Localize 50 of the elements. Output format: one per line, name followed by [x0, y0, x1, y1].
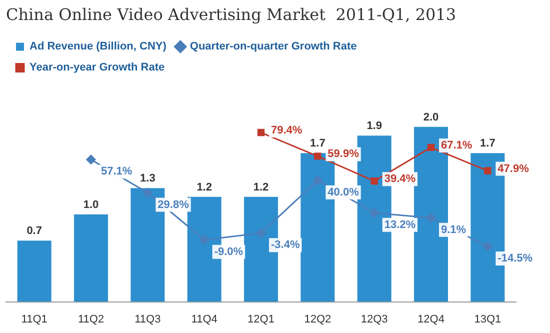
- data-label: 67.1%: [441, 139, 472, 152]
- point: [484, 167, 492, 174]
- point: [482, 242, 492, 252]
- data-label: 47.9%: [498, 162, 530, 175]
- data-label: 1.7: [480, 138, 496, 150]
- x-tick-label: 12Q3: [360, 313, 388, 326]
- legend-label: Ad Revenue (Billion, CNY): [30, 40, 167, 53]
- data-label: 2.0: [423, 111, 439, 124]
- legend-label: Year-on-year Growth Rate: [30, 62, 165, 74]
- point: [86, 154, 96, 164]
- point: [312, 176, 322, 186]
- data-label: 1.9: [366, 120, 382, 132]
- data-label: 59.9%: [328, 148, 360, 160]
- data-label: -9.0%: [214, 246, 244, 258]
- x-tick-label: 11Q1: [21, 313, 48, 326]
- point: [427, 144, 435, 152]
- data-label: 1.2: [196, 181, 212, 194]
- point: [200, 235, 210, 245]
- data-label: 1.2: [253, 181, 269, 194]
- point: [370, 208, 380, 218]
- data-label: 40.0%: [328, 186, 360, 198]
- data-label: 0.7: [26, 225, 42, 238]
- data-label: 39.4%: [384, 173, 416, 186]
- point: [314, 152, 322, 160]
- data-label: 79.4%: [271, 124, 302, 137]
- x-tick-label: 12Q2: [304, 313, 332, 326]
- data-label: 1.7: [310, 138, 326, 150]
- x-tick-label: 11Q4: [191, 313, 218, 326]
- point: [370, 178, 378, 185]
- bar: [74, 214, 108, 302]
- data-label: 57.1%: [101, 166, 132, 178]
- point: [142, 188, 152, 198]
- chart-title: China Online Video Advertising Market 2011-Q1, 2013: [6, 4, 456, 24]
- data-label: 13.2%: [384, 218, 416, 231]
- data-label: 1.3: [140, 172, 156, 185]
- legend-label: Quarter-on-quarter Growth Rate: [190, 40, 357, 53]
- x-tick-label: 11Q2: [78, 313, 104, 326]
- bar: [17, 240, 52, 302]
- point: [426, 213, 436, 223]
- data-label: 29.8%: [158, 198, 190, 211]
- point: [256, 228, 266, 238]
- x-tick-label: 11Q3: [134, 313, 161, 326]
- data-label: -3.4%: [271, 239, 300, 252]
- point: [257, 128, 265, 136]
- x-tick-label: 12Q4: [418, 313, 444, 326]
- data-label: 9.1%: [441, 224, 466, 236]
- data-label: -14.5%: [498, 252, 533, 265]
- x-tick-label: 12Q1: [248, 313, 274, 326]
- data-label: 1.0: [83, 198, 99, 211]
- x-tick-label: 13Q1: [474, 313, 502, 326]
